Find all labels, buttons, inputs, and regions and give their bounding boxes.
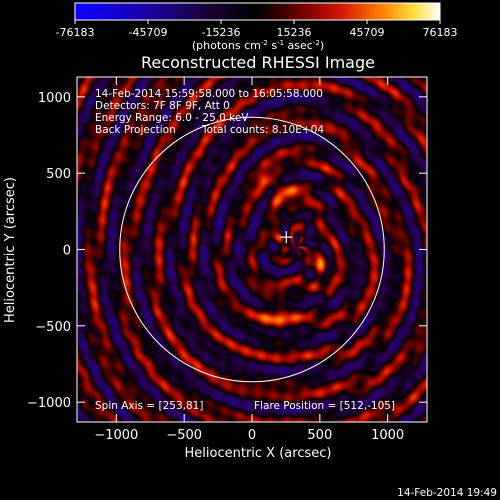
annotation-time-range: 14-Feb-2014 15:59:58.000 to 16:05:58.000 (95, 88, 323, 100)
annotation-energy: Energy Range: 6.0 - 25.0 keV (95, 112, 249, 124)
annotation-spin-axis: Spin Axis = [253,81] (95, 400, 203, 412)
heatmap-image (77, 77, 427, 422)
colorbar-tick-label: -15236 (202, 26, 241, 39)
y-axis-label: Heliocentric Y (arcsec) (3, 177, 18, 323)
colorbar-tick-label: 15236 (276, 26, 311, 39)
x-tick-label: −1000 (94, 428, 138, 443)
flare-position-marker (280, 231, 293, 244)
annotation-flare-position: Flare Position = [512,-105] (254, 400, 395, 412)
x-axis-ticks: −1000 −500 0 500 1000 (94, 77, 404, 443)
x-tick-label: 0 (248, 428, 256, 443)
y-tick-label: 0 (63, 244, 71, 259)
y-tick-label: 1000 (38, 91, 71, 106)
colorbar-tick-label: 45709 (349, 26, 384, 39)
timestamp: 14-Feb-2014 19:49 (397, 487, 497, 499)
annotation-detectors: Detectors: 7F 8F 9F, Att 0 (95, 100, 230, 112)
chart-title: Reconstructed RHESSI Image (141, 53, 375, 72)
y-tick-label: 500 (46, 167, 71, 182)
annotation-method: Back Projection (95, 124, 176, 136)
colorbar-unit-label: (photons cm-2 s-1 asec-2) (192, 39, 324, 52)
annotation-counts: Total counts: 8.10E+04 (201, 124, 324, 136)
y-tick-label: −500 (35, 320, 71, 335)
x-axis-label: Heliocentric X (arcsec) (185, 446, 332, 461)
colorbar-ticks: -76183 -45709 -15236 15236 45709 76183 (56, 20, 458, 39)
x-tick-label: 500 (307, 428, 332, 443)
colorbar-tick-label: -45709 (129, 26, 168, 39)
y-tick-label: −1000 (27, 396, 71, 411)
colorbar-tick-label: -76183 (56, 26, 95, 39)
solar-limb-circle (119, 116, 385, 383)
y-axis-ticks: −1000 −500 0 500 1000 (27, 91, 427, 411)
colorbar (74, 2, 441, 21)
colorbar-tick-label: 76183 (423, 26, 458, 39)
x-tick-label: −500 (166, 428, 202, 443)
x-tick-label: 1000 (371, 428, 404, 443)
